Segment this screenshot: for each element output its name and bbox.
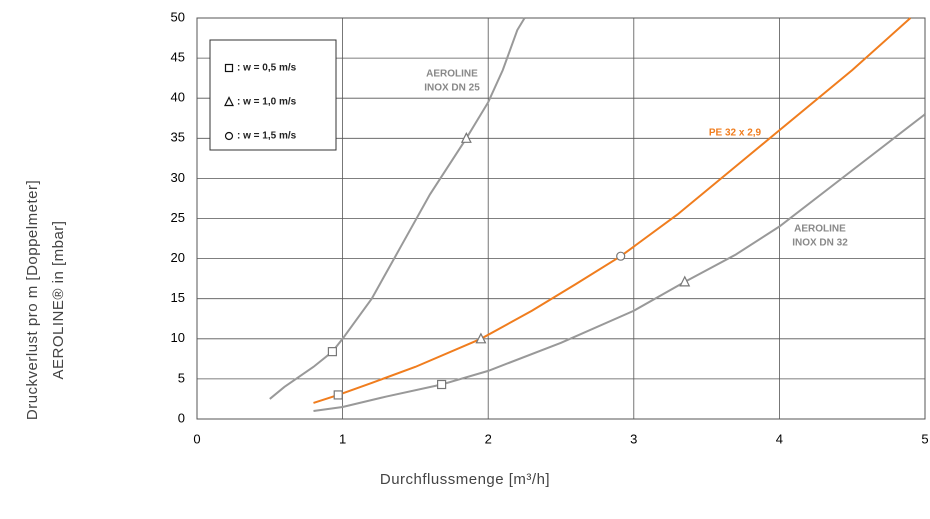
y-axis-label: Druckverlust pro m [Doppelmeter] [24,180,41,420]
x-axis-label: Durchflussmenge [m³/h] [380,471,550,488]
marker [460,131,472,143]
y-tick-label: 35 [171,130,185,145]
series-label: INOX DN 32 [792,238,848,249]
legend-box [209,39,337,151]
legend-symbol [224,96,234,107]
marker [327,347,338,357]
y-axis-label: AEROLINE® in [mbar] [50,221,67,380]
y-tick-label: 5 [178,370,185,385]
y-tick-label: 25 [171,210,185,225]
marker [616,251,626,261]
y-tick-label: 0 [178,410,185,425]
y-tick-label: 40 [171,90,185,105]
x-tick-label: 3 [630,431,637,446]
y-tick-label: 30 [171,170,185,185]
x-tick-label: 4 [776,431,783,446]
x-tick-label: 5 [921,431,928,446]
series-label: PE 32 x 2,9 [709,128,762,139]
marker [475,332,487,344]
series-label: AEROLINE [426,69,478,80]
y-tick-label: 45 [171,50,185,65]
legend-symbol [224,131,234,141]
series-label: AEROLINE [794,224,846,235]
marker [437,379,447,390]
line [313,113,925,412]
y-tick-label: 20 [171,250,185,265]
y-tick-label: 15 [171,290,185,305]
series-label: INOX DN 25 [424,83,480,94]
legend-label: : w = 1,0 m/s [237,97,297,108]
legend-label: : w = 1,5 m/s [237,131,297,142]
line [313,17,912,404]
y-tick-label: 50 [171,9,185,24]
x-tick-label: 1 [339,431,346,446]
x-tick-label: 0 [193,431,200,446]
marker [679,275,691,287]
line [269,17,526,400]
marker [333,390,343,400]
legend-label: : w = 0,5 m/s [237,63,297,74]
x-tick-label: 2 [485,431,492,446]
y-tick-label: 10 [171,330,185,345]
legend-symbol [224,63,234,73]
